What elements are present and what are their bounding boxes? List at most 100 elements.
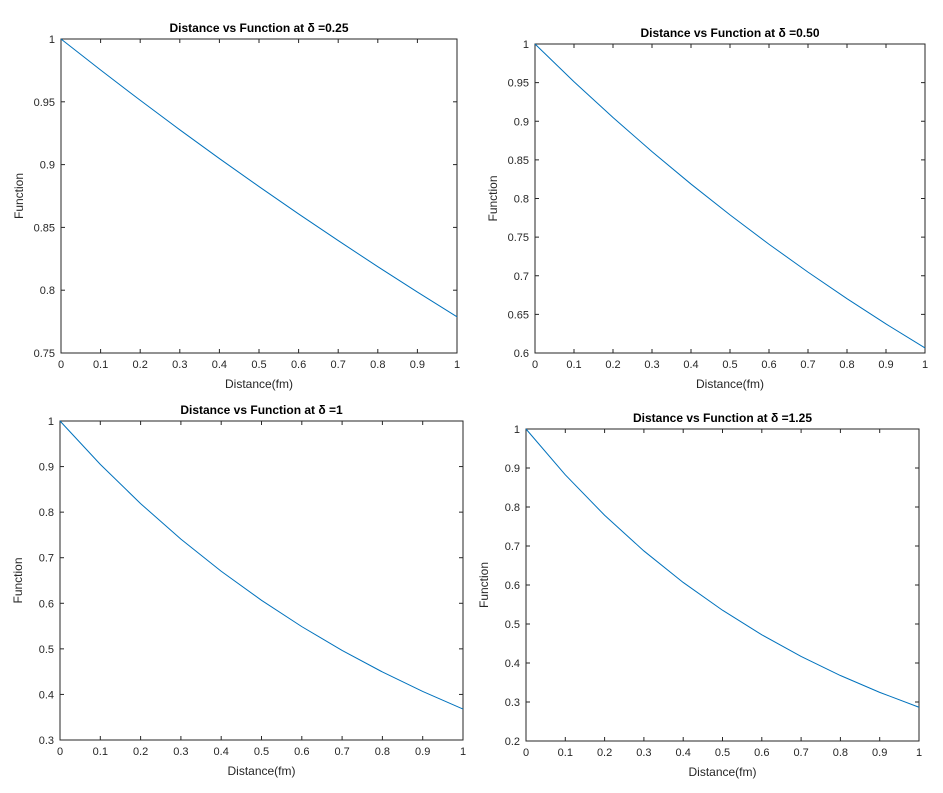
x-tick-label: 1: [916, 747, 922, 759]
y-tick-label: 0.5: [39, 644, 54, 656]
x-tick-label: 0.2: [597, 747, 612, 759]
chart-title: Distance vs Function at δ =1.25: [633, 411, 812, 425]
x-tick-label: 0: [523, 747, 529, 759]
x-tick-label: 0: [57, 746, 63, 758]
series-line-1: [534, 43, 926, 349]
plot-area: [525, 428, 920, 742]
x-tick-label: 0.9: [872, 747, 887, 759]
y-tick-label: 0.9: [514, 116, 529, 128]
chart-panel-1: 0 0.1 0.2 0.3 0.4 0.5 0.6 0.7 0.8 0.9 1 0.75 0.8 0.85…: [12, 21, 460, 391]
y-tick-label: 0.6: [514, 348, 529, 360]
x-tick-label: 0.1: [93, 746, 108, 758]
x-tick-label: 0.4: [676, 747, 691, 759]
y-tick-label: 0.4: [39, 689, 54, 701]
x-tick-label: 0.3: [172, 359, 187, 371]
y-tick-label: 0.8: [39, 507, 54, 519]
x-tick-label: 0.5: [722, 359, 737, 371]
x-axis-label: Distance(fm): [227, 764, 295, 778]
y-tick-label: 0.9: [39, 462, 54, 474]
x-tick-label: 0.1: [566, 359, 581, 371]
chart-panel-3: 0 0.1 0.2 0.3 0.4 0.5 0.6 0.7 0.8 0.9 1 0.3 0.4 0.5 0.…: [11, 403, 466, 778]
x-tick-label: 0.2: [133, 746, 148, 758]
x-axis-label: Distance(fm): [688, 765, 756, 779]
plot-area: [534, 43, 926, 354]
x-tick-label: 0.1: [93, 359, 108, 371]
x-tick-label: 0.1: [558, 747, 573, 759]
y-tick-label: 0.8: [40, 285, 55, 297]
x-tick-label: 0.9: [878, 359, 893, 371]
x-tick-label: 0.4: [683, 359, 698, 371]
y-tick-label: 0.6: [505, 580, 520, 592]
x-tick-label: 0.8: [833, 747, 848, 759]
series-line-1: [60, 38, 458, 318]
y-tick-label: 0.7: [39, 553, 54, 565]
y-axis-label: Function: [12, 173, 26, 219]
plot-area: [60, 38, 458, 354]
x-tick-label: 0.3: [644, 359, 659, 371]
y-tick-label: 0.65: [508, 309, 529, 321]
y-tick-label: 0.8: [514, 194, 529, 206]
chart-title: Distance vs Function at δ =0.25: [169, 21, 348, 35]
x-tick-label: 0.6: [291, 359, 306, 371]
x-tick-label: 0.6: [761, 359, 776, 371]
chart-title: Distance vs Function at δ =0.50: [640, 26, 819, 40]
x-tick-label: 0.5: [251, 359, 266, 371]
x-tick-label: 0: [532, 359, 538, 371]
x-tick-label: 0.7: [331, 359, 346, 371]
x-tick-label: 0: [58, 359, 64, 371]
x-tick-label: 0.9: [415, 746, 430, 758]
series-line-1: [59, 420, 464, 710]
y-tick-label: 1: [49, 34, 55, 46]
x-tick-label: 1: [922, 359, 928, 371]
x-tick-label: 0.7: [334, 746, 349, 758]
x-tick-label: 0.6: [754, 747, 769, 759]
x-tick-label: 0.3: [173, 746, 188, 758]
y-tick-label: 0.9: [505, 463, 520, 475]
chart-title: Distance vs Function at δ =1: [180, 403, 343, 417]
y-tick-label: 0.7: [505, 541, 520, 553]
y-axis-label: Function: [11, 557, 25, 603]
x-tick-label: 0.7: [800, 359, 815, 371]
x-axis-label: Distance(fm): [225, 377, 293, 391]
y-tick-label: 0.5: [505, 619, 520, 631]
y-tick-label: 0.95: [508, 78, 529, 90]
x-tick-label: 0.7: [793, 747, 808, 759]
x-tick-label: 0.6: [294, 746, 309, 758]
x-tick-label: 0.9: [410, 359, 425, 371]
plot-area: [59, 420, 464, 741]
chart-panel-2: 0 0.1 0.2 0.3 0.4 0.5 0.6 0.7 0.8 0.9 1 0.6 0.65 0.7 0…: [486, 26, 928, 391]
y-tick-label: 0.85: [508, 155, 529, 167]
x-tick-label: 0.8: [370, 359, 385, 371]
x-tick-label: 0.5: [715, 747, 730, 759]
y-tick-label: 0.75: [34, 348, 55, 360]
x-tick-label: 0.5: [254, 746, 269, 758]
x-tick-label: 0.4: [214, 746, 229, 758]
y-axis-label: Function: [486, 175, 500, 221]
chart-panel-4: 0 0.1 0.2 0.3 0.4 0.5 0.6 0.7 0.8 0.9 1 0.2 0.3 0.4 0.…: [477, 411, 922, 779]
x-tick-label: 0.8: [375, 746, 390, 758]
x-tick-label: 0.2: [605, 359, 620, 371]
y-tick-label: 0.8: [505, 502, 520, 514]
y-tick-label: 0.85: [34, 222, 55, 234]
x-tick-label: 0.2: [133, 359, 148, 371]
x-tick-label: 0.8: [839, 359, 854, 371]
y-tick-label: 0.95: [34, 97, 55, 109]
y-tick-label: 1: [48, 416, 54, 428]
x-tick-label: 1: [460, 746, 466, 758]
y-tick-label: 0.4: [505, 658, 520, 670]
x-tick-label: 1: [454, 359, 460, 371]
y-tick-label: 0.2: [505, 736, 520, 748]
x-tick-label: 0.3: [636, 747, 651, 759]
y-tick-label: 0.75: [508, 232, 529, 244]
y-tick-label: 0.3: [505, 697, 520, 709]
y-tick-label: 0.6: [39, 598, 54, 610]
y-tick-label: 1: [523, 39, 529, 51]
x-axis-label: Distance(fm): [696, 377, 764, 391]
y-axis-label: Function: [477, 562, 491, 608]
y-tick-label: 0.7: [514, 271, 529, 283]
y-tick-label: 0.9: [40, 160, 55, 172]
y-tick-label: 0.3: [39, 735, 54, 747]
y-tick-label: 1: [514, 424, 520, 436]
x-tick-label: 0.4: [212, 359, 227, 371]
